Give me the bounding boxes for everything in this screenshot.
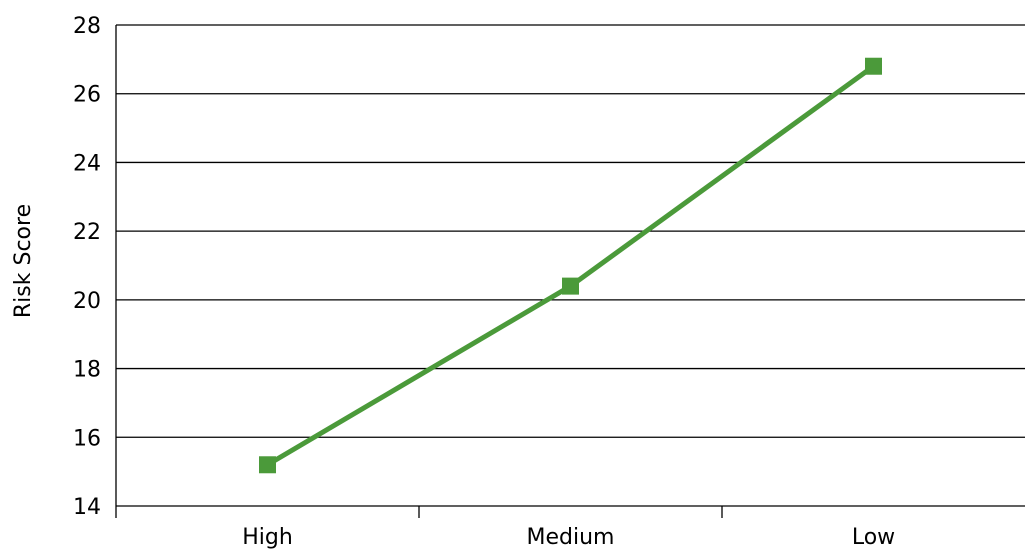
y-tick-label-18: 18 [73,358,101,383]
series-line-0 [265,63,876,468]
series-layer [265,63,876,468]
y-tick-label-26: 26 [73,83,101,108]
gridlines [116,24,1025,438]
data-point-high [259,456,276,474]
y-tick-label-16: 16 [73,426,101,451]
y-tick-label-20: 20 [73,289,101,314]
x-tick-label-low: Low [852,525,895,549]
axes [115,25,1025,518]
y-tick-label-14: 14 [73,495,101,520]
y-tick-label-28: 28 [73,14,101,39]
y-axis-label: Risk Score [11,204,36,318]
y-tick-label-24: 24 [73,151,101,176]
x-tick-label-medium: Medium [527,525,615,549]
data-point-medium [562,277,579,295]
markers [259,57,882,474]
data-point-low [865,57,882,75]
y-tick-label-22: 22 [73,220,101,245]
x-tick-label-high: High [242,525,293,549]
y-tick-labels: 14 16 18 20 22 24 26 28 [73,14,101,520]
x-tick-labels: High Medium Low [242,525,895,549]
